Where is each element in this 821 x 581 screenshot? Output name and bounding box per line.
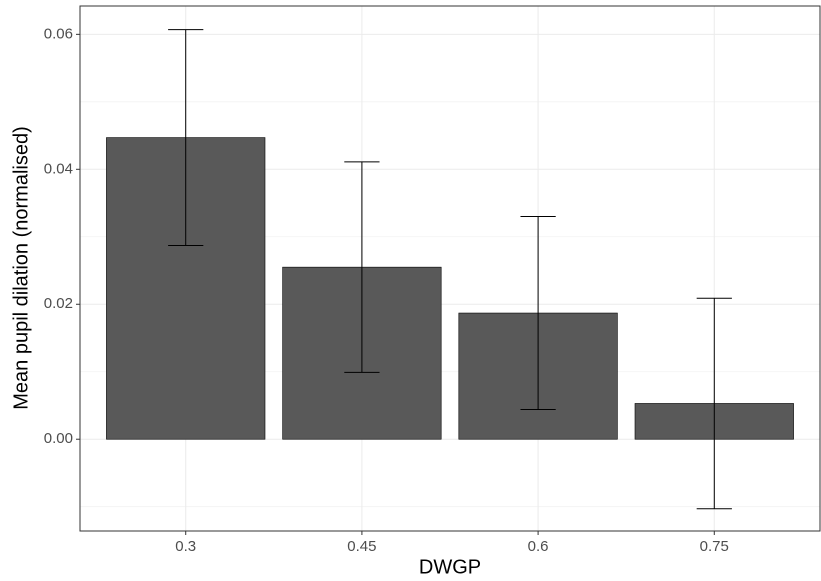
- x-axis-title: DWGP: [419, 556, 481, 578]
- y-tick-label: 0.02: [44, 295, 73, 312]
- y-tick-label: 0.00: [44, 430, 73, 447]
- y-tick-label: 0.04: [44, 160, 73, 177]
- y-tick-label: 0.06: [44, 25, 73, 42]
- x-tick-label: 0.45: [347, 538, 376, 555]
- y-axis-title: Mean pupil dilation (normalised): [10, 126, 32, 409]
- panel-border: [79, 5, 821, 532]
- x-tick-label: 0.6: [528, 538, 549, 555]
- x-tick-label: 0.3: [175, 538, 196, 555]
- x-tick-label: 0.75: [700, 538, 729, 555]
